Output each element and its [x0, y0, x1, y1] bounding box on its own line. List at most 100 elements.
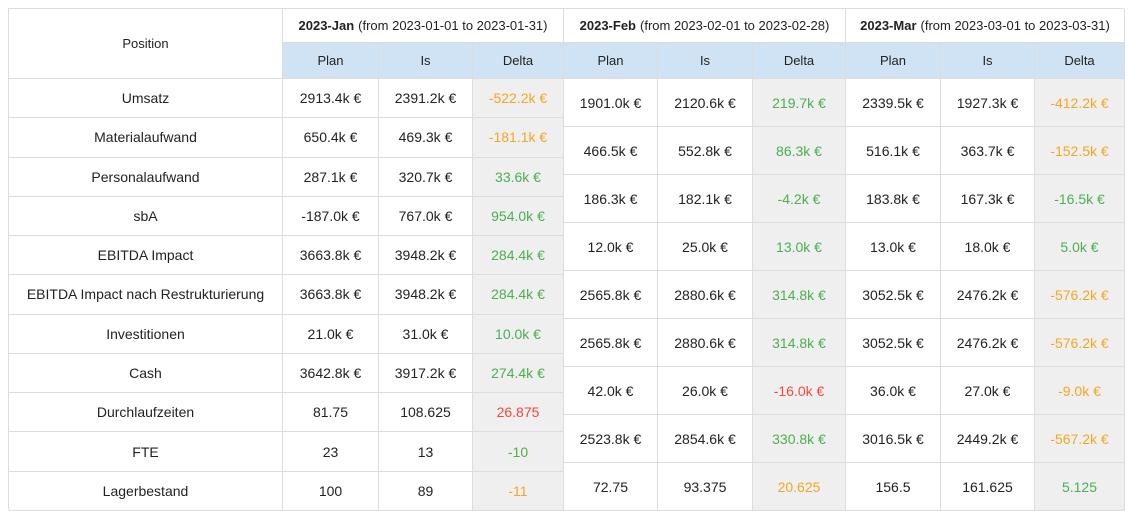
position-label: Lagerbestand [9, 471, 283, 511]
delta-cell: 314.8k € [753, 271, 846, 319]
is-cell: 2880.6k € [658, 319, 753, 367]
position-label: Durchlaufzeiten [9, 393, 283, 433]
delta-cell: -567.2k € [1035, 415, 1125, 463]
plan-cell: 2339.5k € [846, 79, 941, 127]
plan-cell: 466.5k € [564, 127, 658, 175]
plan-cell: 183.8k € [846, 175, 941, 223]
is-cell: 93.375 [658, 463, 753, 511]
delta-cell: 314.8k € [753, 319, 846, 367]
is-cell: 31.0k € [379, 314, 473, 354]
is-cell: 2449.2k € [941, 415, 1035, 463]
delta-cell: -4.2k € [753, 175, 846, 223]
period-name: 2023-Feb [579, 18, 637, 33]
plan-cell: 23 [283, 432, 379, 472]
is-cell: 320.7k € [379, 157, 473, 197]
position-label: Umsatz [9, 79, 283, 119]
period-range: (from 2023-02-01 to 2023-02-28) [640, 18, 830, 33]
is-cell: 469.3k € [379, 118, 473, 158]
plan-cell: 12.0k € [564, 223, 658, 271]
column-header: Plan [564, 43, 658, 79]
delta-cell: -16.0k € [753, 367, 846, 415]
period-name: 2023-Mar [860, 18, 917, 33]
is-cell: 3917.2k € [379, 353, 473, 394]
period-header: 2023-Feb (from 2023-02-01 to 2023-02-28) [564, 9, 846, 43]
delta-cell: -181.1k € [473, 118, 564, 158]
plan-cell: 2565.8k € [564, 319, 658, 367]
position-label: Materialaufwand [9, 118, 283, 158]
delta-cell: 954.0k € [473, 196, 564, 237]
plan-cell: 650.4k € [283, 118, 379, 158]
delta-cell: 33.6k € [473, 157, 564, 197]
period-range: (from 2023-03-01 to 2023-03-31) [920, 18, 1110, 33]
delta-cell: 5.125 [1035, 463, 1125, 511]
delta-cell: 284.4k € [473, 275, 564, 315]
plan-cell: 21.0k € [283, 314, 379, 354]
plan-cell: -187.0k € [283, 196, 379, 237]
is-cell: 552.8k € [658, 127, 753, 175]
delta-cell: 219.7k € [753, 79, 846, 127]
delta-cell: 330.8k € [753, 415, 846, 463]
plan-cell: 3663.8k € [283, 236, 379, 276]
period-range: (from 2023-01-01 to 2023-01-31) [358, 18, 548, 33]
delta-cell: 5.0k € [1035, 223, 1125, 271]
is-cell: 108.625 [379, 393, 473, 433]
plan-cell: 287.1k € [283, 157, 379, 197]
delta-cell: -152.5k € [1035, 127, 1125, 175]
plan-cell: 2565.8k € [564, 271, 658, 319]
plan-cell: 3052.5k € [846, 271, 941, 319]
is-cell: 182.1k € [658, 175, 753, 223]
plan-cell: 13.0k € [846, 223, 941, 271]
delta-cell: 86.3k € [753, 127, 846, 175]
plan-cell: 100 [283, 471, 379, 511]
column-header: Delta [753, 43, 846, 79]
delta-cell: 20.625 [753, 463, 846, 511]
period-header: 2023-Mar (from 2023-03-01 to 2023-03-31) [846, 9, 1125, 43]
column-header: Is [379, 43, 473, 79]
plan-cell: 3642.8k € [283, 353, 379, 394]
plan-cell: 3663.8k € [283, 275, 379, 315]
plan-cell: 72.75 [564, 463, 658, 511]
is-cell: 2391.2k € [379, 79, 473, 119]
plan-cell: 2523.8k € [564, 415, 658, 463]
delta-cell: -576.2k € [1035, 271, 1125, 319]
column-header: Is [941, 43, 1035, 79]
delta-cell: -576.2k € [1035, 319, 1125, 367]
delta-cell: 284.4k € [473, 236, 564, 276]
is-cell: 2120.6k € [658, 79, 753, 127]
plan-cell: 3016.5k € [846, 415, 941, 463]
plan-cell: 156.5 [846, 463, 941, 511]
position-label: sbA [9, 196, 283, 237]
is-cell: 3948.2k € [379, 236, 473, 276]
is-cell: 3948.2k € [379, 275, 473, 315]
delta-cell: -16.5k € [1035, 175, 1125, 223]
is-cell: 161.625 [941, 463, 1035, 511]
is-cell: 89 [379, 471, 473, 511]
plan-cell: 3052.5k € [846, 319, 941, 367]
is-cell: 27.0k € [941, 367, 1035, 415]
delta-cell: -11 [473, 471, 564, 511]
is-cell: 26.0k € [658, 367, 753, 415]
period-name: 2023-Jan [298, 18, 355, 33]
is-cell: 18.0k € [941, 223, 1035, 271]
plan-cell: 2913.4k € [283, 79, 379, 119]
plan-cell: 81.75 [283, 393, 379, 433]
is-cell: 2476.2k € [941, 271, 1035, 319]
plan-cell: 1901.0k € [564, 79, 658, 127]
position-label: Cash [9, 353, 283, 394]
position-header: Position [9, 9, 283, 79]
delta-cell: -10 [473, 432, 564, 472]
plan-cell: 516.1k € [846, 127, 941, 175]
position-label: Personalaufwand [9, 157, 283, 197]
is-cell: 2476.2k € [941, 319, 1035, 367]
position-label: FTE [9, 432, 283, 472]
delta-cell: 10.0k € [473, 314, 564, 354]
position-label: Investitionen [9, 314, 283, 354]
is-cell: 2880.6k € [658, 271, 753, 319]
is-cell: 13 [379, 432, 473, 472]
column-header: Delta [1035, 43, 1125, 79]
is-cell: 1927.3k € [941, 79, 1035, 127]
is-cell: 767.0k € [379, 196, 473, 237]
is-cell: 167.3k € [941, 175, 1035, 223]
delta-cell: 274.4k € [473, 353, 564, 394]
is-cell: 25.0k € [658, 223, 753, 271]
